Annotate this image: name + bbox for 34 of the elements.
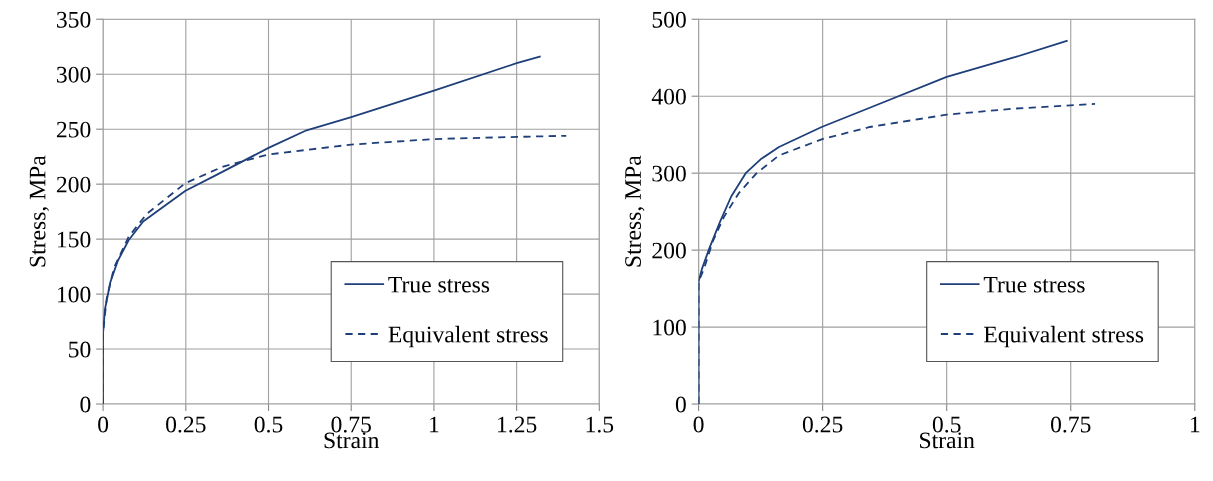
y-tick-label: 100 bbox=[653, 319, 686, 336]
x-tick-label: 0.5 bbox=[932, 416, 961, 433]
y-axis-title: Stress, MPa bbox=[625, 155, 645, 267]
legend-label: Equivalent stress bbox=[984, 325, 1144, 348]
y-tick-label: 400 bbox=[651, 88, 686, 105]
x-tick-label: 0.75 bbox=[1050, 416, 1091, 433]
x-tick-label: 0.25 bbox=[802, 416, 843, 433]
x-tick-label: 0.75 bbox=[331, 416, 371, 433]
legend-label: True stress bbox=[388, 276, 490, 293]
legend-label: True stress bbox=[983, 276, 1085, 293]
legend-label: Equivalent stress bbox=[388, 325, 548, 348]
y-tick-label: 250 bbox=[56, 121, 91, 138]
x-tick-label: 0.5 bbox=[254, 416, 283, 433]
x-tick-label: 1.5 bbox=[586, 416, 614, 433]
y-tick-label: 200 bbox=[652, 242, 686, 259]
y-tick-label: 150 bbox=[57, 231, 91, 248]
x-tick-label: 0 bbox=[693, 416, 704, 433]
x-tick-label: 1 bbox=[430, 416, 439, 433]
y-tick-label: 300 bbox=[57, 66, 91, 83]
y-tick-label: 500 bbox=[652, 11, 686, 28]
y-tick-label: 50 bbox=[69, 341, 91, 358]
y-tick-label: 300 bbox=[652, 165, 686, 182]
x-tick-label: 1.25 bbox=[498, 416, 537, 433]
x-tick-label: 0 bbox=[98, 416, 109, 433]
x-tick-label: 1 bbox=[1190, 416, 1200, 433]
x-axis-title: Strain bbox=[920, 432, 975, 449]
y-tick-label: 0 bbox=[675, 396, 686, 413]
x-axis-title: Strain bbox=[324, 432, 380, 449]
y-tick-label: 100 bbox=[57, 286, 91, 303]
y-axis-title: Stress, MPa bbox=[29, 155, 49, 267]
y-tick-label: 350 bbox=[57, 11, 91, 28]
y-tick-label: 0 bbox=[80, 396, 91, 413]
x-tick-label: 0.25 bbox=[166, 416, 206, 433]
y-tick-label: 200 bbox=[56, 176, 91, 193]
